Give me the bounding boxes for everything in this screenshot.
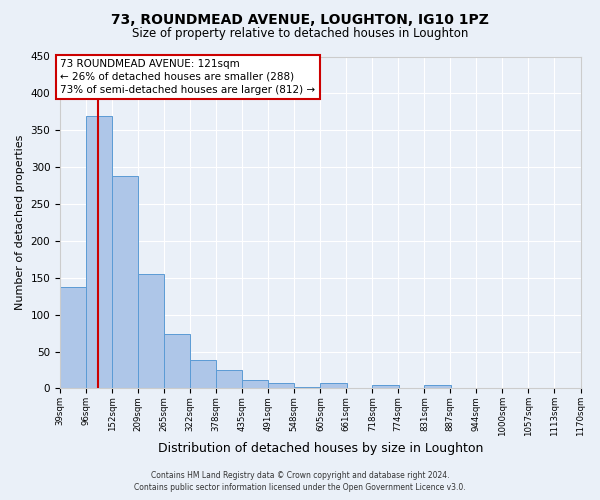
Text: Contains HM Land Registry data © Crown copyright and database right 2024.
Contai: Contains HM Land Registry data © Crown c… (134, 471, 466, 492)
Text: 73 ROUNDMEAD AVENUE: 121sqm
← 26% of detached houses are smaller (288)
73% of se: 73 ROUNDMEAD AVENUE: 121sqm ← 26% of det… (61, 58, 316, 95)
Bar (294, 387, 320, 388)
Bar (164, 334, 190, 388)
Text: 73, ROUNDMEAD AVENUE, LOUGHTON, IG10 1PZ: 73, ROUNDMEAD AVENUE, LOUGHTON, IG10 1PZ (111, 12, 489, 26)
Text: Size of property relative to detached houses in Loughton: Size of property relative to detached ho… (132, 28, 468, 40)
Y-axis label: Number of detached properties: Number of detached properties (15, 135, 25, 310)
Bar (190, 360, 217, 388)
Bar (268, 384, 294, 388)
Bar (112, 176, 138, 388)
Bar (242, 380, 268, 388)
Bar (216, 370, 242, 388)
Bar (138, 274, 164, 388)
Bar (320, 382, 347, 388)
Bar (373, 386, 399, 388)
Bar (60, 288, 86, 388)
Bar (86, 116, 112, 388)
X-axis label: Distribution of detached houses by size in Loughton: Distribution of detached houses by size … (158, 442, 483, 455)
Bar (424, 386, 451, 388)
